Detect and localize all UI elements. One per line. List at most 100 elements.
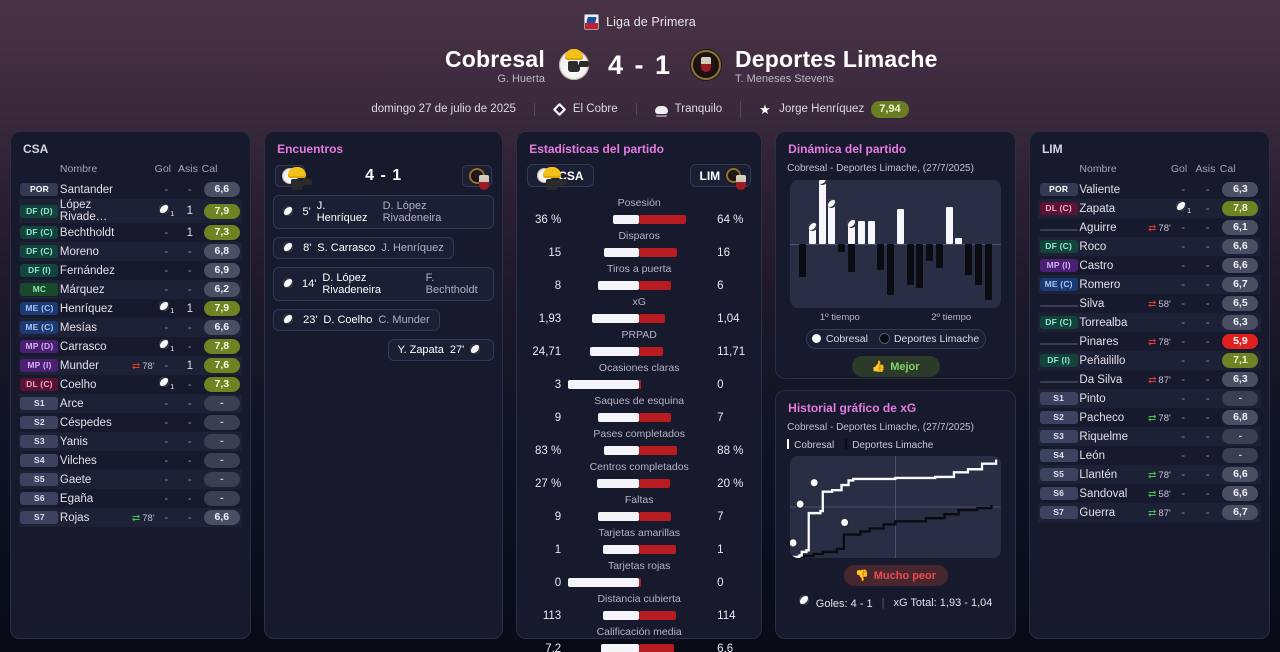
player-name[interactable]: López Rivade…: [59, 199, 115, 223]
table-row[interactable]: S7 Guerra ⇄ 87' - -6,7: [1037, 503, 1262, 522]
col-pos: [19, 163, 60, 180]
event-item[interactable]: 23' D. Coelho C. Munder: [273, 309, 440, 331]
table-row[interactable]: Silva ⇄ 58' - -6,5: [1038, 294, 1261, 313]
table-row[interactable]: S4 Vilches - - -: [19, 451, 242, 470]
substitution-indicator: [115, 337, 155, 356]
player-name[interactable]: Aguirre: [1079, 221, 1117, 234]
player-name[interactable]: Egaña: [59, 492, 94, 505]
table-row[interactable]: S7 Rojas ⇄ 78' - -6,6: [19, 508, 243, 527]
player-name[interactable]: León: [1079, 449, 1105, 462]
xg-chart[interactable]: [790, 456, 1001, 558]
player-name[interactable]: Guerra: [1079, 503, 1128, 522]
table-row[interactable]: S3 Riquelme - - -: [1037, 427, 1262, 446]
table-row[interactable]: Da Silva ⇄ 87' - -6,3: [1038, 370, 1261, 389]
player-name[interactable]: Vilches: [59, 454, 97, 467]
col-asis[interactable]: Asis: [178, 163, 198, 175]
table-row[interactable]: MP (I) Castro - -6,6: [1038, 256, 1261, 275]
player-rating: -: [202, 489, 242, 508]
table-row[interactable]: MC Márquez - -6,2: [19, 280, 243, 299]
table-row[interactable]: MP (I) Munder ⇄ 78' -1 7,6: [19, 356, 243, 375]
player-name[interactable]: Llantén: [1079, 465, 1128, 484]
col-gol[interactable]: Gol: [154, 163, 171, 175]
table-row[interactable]: MP (D) Carrasco 1-7,8: [19, 337, 242, 356]
player-name[interactable]: Torrealba: [1079, 313, 1128, 332]
player-name[interactable]: Céspedes: [59, 416, 112, 429]
home-team-block[interactable]: Cobresal G. Huerta: [277, 46, 545, 85]
player-name[interactable]: Romero: [1079, 275, 1128, 294]
table-row[interactable]: S2 Céspedes - - -: [19, 413, 242, 432]
player-name[interactable]: Moreno: [59, 242, 115, 261]
player-name[interactable]: Santander: [59, 183, 113, 196]
table-row[interactable]: ME (C) Henríquez 1 1 7,9: [19, 299, 242, 318]
player-name[interactable]: Yanis: [59, 432, 115, 451]
player-goals: -: [1181, 373, 1186, 386]
events-header: 4 - 1: [273, 163, 494, 195]
table-row[interactable]: S6 Egaña - - -: [19, 489, 242, 508]
player-name[interactable]: Da Silva: [1079, 373, 1123, 386]
player-name[interactable]: Henríquez: [59, 302, 113, 315]
col-cal[interactable]: Cal: [1219, 163, 1236, 175]
player-name[interactable]: Carrasco: [59, 340, 107, 353]
table-row[interactable]: S3 Yanis - - -: [19, 432, 243, 451]
table-row[interactable]: S1 Pinto - - -: [1037, 389, 1262, 408]
player-name[interactable]: Pacheco: [1079, 411, 1125, 424]
man-of-the-match[interactable]: ★ Jorge Henríquez 7,94: [740, 100, 926, 118]
player-name[interactable]: Pinto: [1079, 389, 1128, 408]
away-team-block[interactable]: Deportes Limache T. Meneses Stevens: [735, 46, 1003, 85]
table-row[interactable]: S1 Arce - - -: [19, 394, 243, 413]
table-row[interactable]: S6 Sandoval ⇄ 58' - -6,6: [1038, 484, 1261, 503]
table-row[interactable]: S5 Llantén ⇄ 78' - -6,6: [1037, 465, 1262, 484]
col-cal[interactable]: Cal: [201, 163, 218, 175]
player-name[interactable]: Bechtholdt: [59, 226, 115, 239]
stat-away-value: 16: [717, 246, 730, 259]
table-row[interactable]: ME (C) Romero - -6,7: [1037, 275, 1262, 294]
player-position: MP (I): [1038, 256, 1079, 275]
player-name[interactable]: Peñailillo: [1079, 351, 1128, 370]
player-name[interactable]: Rojas: [59, 508, 115, 527]
col-asis[interactable]: Asis: [1195, 163, 1216, 175]
event-item[interactable]: Y. Zapata 27': [387, 339, 495, 361]
event-item[interactable]: 14' D. López Rivadeneira F. Bechtholdt: [273, 267, 495, 301]
player-name[interactable]: Fernández: [59, 264, 115, 277]
table-row[interactable]: POR Valiente - -6,3: [1038, 180, 1261, 199]
table-row[interactable]: DF (C) Bechtholdt - 1 7,3: [19, 223, 242, 242]
stats-away-team[interactable]: LIM: [689, 164, 752, 190]
table-row[interactable]: DF (C) Roco - -6,6: [1037, 237, 1262, 256]
player-name[interactable]: Zapata: [1079, 199, 1128, 218]
table-row[interactable]: DL (C) Zapata 1-7,8: [1037, 199, 1262, 218]
stats-home-team[interactable]: CSA: [527, 164, 594, 190]
player-name[interactable]: Munder: [59, 356, 115, 375]
table-row[interactable]: DF (C) Torrealba - -6,3: [1037, 313, 1262, 332]
player-name[interactable]: Sandoval: [1079, 487, 1128, 500]
sub-in-icon: ⇄: [1148, 488, 1157, 500]
table-row[interactable]: S5 Gaete - - -: [19, 470, 243, 489]
player-name[interactable]: Silva: [1079, 297, 1105, 310]
table-row[interactable]: POR Santander - -6,6: [19, 180, 242, 199]
table-row[interactable]: S2 Pacheco ⇄ 78' - -6,8: [1038, 408, 1261, 427]
table-row[interactable]: Aguirre ⇄ 78' - -6,1: [1038, 218, 1261, 237]
table-row[interactable]: DF (I) Fernández - -6,9: [19, 261, 242, 280]
player-name[interactable]: Riquelme: [1079, 427, 1128, 446]
player-name[interactable]: Roco: [1079, 237, 1128, 256]
event-item[interactable]: 5' J. Henríquez D. López Rivadeneira: [273, 195, 495, 229]
table-row[interactable]: S4 León - - -: [1038, 446, 1261, 465]
table-row[interactable]: DF (D) López Rivade… 1 1 7,9: [19, 199, 243, 223]
player-name[interactable]: Márquez: [59, 280, 115, 299]
player-name[interactable]: Mesías: [59, 318, 115, 337]
player-name[interactable]: Arce: [59, 394, 115, 413]
col-name[interactable]: Nombre: [1079, 163, 1117, 175]
event-item[interactable]: 8' S. Carrasco J. Henríquez: [273, 237, 454, 259]
player-name[interactable]: Coelho: [59, 378, 97, 391]
player-name[interactable]: Castro: [1079, 259, 1114, 272]
player-name[interactable]: Valiente: [1079, 183, 1121, 196]
col-gol[interactable]: Gol: [1170, 163, 1188, 175]
table-row[interactable]: DL (C) Coelho 1-7,3: [19, 375, 242, 394]
player-name[interactable]: Pinares: [1079, 335, 1119, 348]
table-row[interactable]: DF (I) Peñailillo - -7,1: [1037, 351, 1262, 370]
player-name[interactable]: Gaete: [59, 470, 115, 489]
col-name[interactable]: Nombre: [59, 163, 98, 175]
table-row[interactable]: DF (C) Moreno - -6,8: [19, 242, 243, 261]
table-row[interactable]: Pinares ⇄ 78' - -5,9: [1038, 332, 1261, 351]
momentum-chart[interactable]: [790, 180, 1001, 308]
table-row[interactable]: ME (C) Mesías - -6,6: [19, 318, 243, 337]
